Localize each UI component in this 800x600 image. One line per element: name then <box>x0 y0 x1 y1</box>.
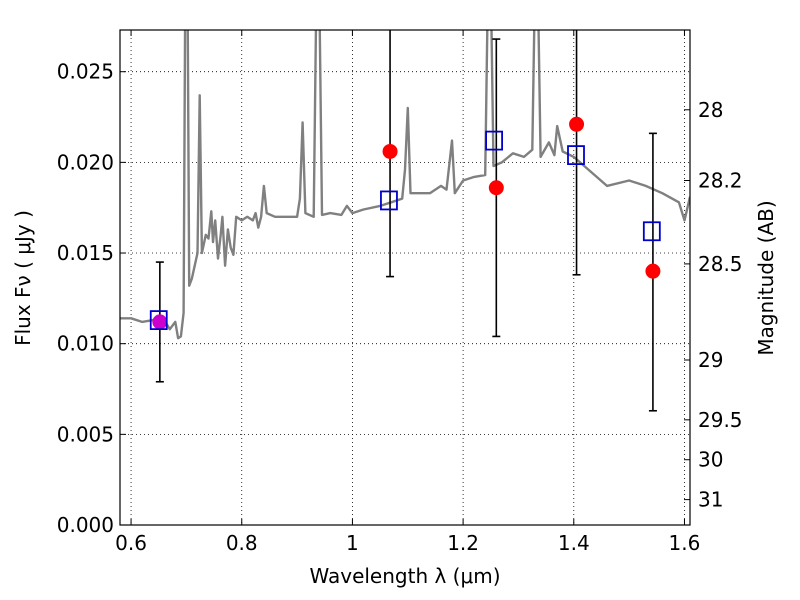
observed-point <box>488 180 504 196</box>
model-point <box>380 190 398 211</box>
observed-point <box>569 116 585 132</box>
right-axis-title: Magnitude (AB) <box>754 200 778 355</box>
plot-frame <box>119 29 691 526</box>
data-layer <box>120 30 690 412</box>
right-tick-label: 30 <box>698 448 723 472</box>
y-tick-label: 0.015 <box>57 241 114 265</box>
x-tick-label: 1.4 <box>558 531 590 555</box>
y-tick-label: 0.000 <box>57 513 114 537</box>
observed-point <box>645 263 661 279</box>
y-tick-label: 0.020 <box>57 150 114 174</box>
ticks: 0.6 0.8 1 1.2 1.4 1.6 0.000 0.005 0.010 0.015 0.02… <box>57 30 743 555</box>
x-tick-label: 0.6 <box>115 531 147 555</box>
model-point <box>485 130 503 151</box>
plot-background <box>120 30 690 525</box>
x-tick-label: 1.2 <box>447 531 479 555</box>
spectrum-line <box>120 30 690 340</box>
x-tick-label: 1 <box>346 531 359 555</box>
right-tick-label: 28.2 <box>698 168 743 192</box>
model-point <box>642 221 661 242</box>
x-tick-label: 1.6 <box>669 531 701 555</box>
model-point <box>567 145 585 166</box>
x-tick-label: 0.8 <box>226 531 258 555</box>
y-tick-label: 0.010 <box>57 332 114 356</box>
observed-point <box>152 314 168 330</box>
right-tick-label: 29 <box>698 348 723 372</box>
right-tick-label: 28 <box>698 98 723 122</box>
y-tick-label: 0.005 <box>57 422 114 446</box>
y-axis-title: Flux Fν ( μJy ) <box>11 210 35 346</box>
right-tick-label: 31 <box>698 488 723 512</box>
right-tick-label: 29.5 <box>698 408 743 432</box>
observed-point <box>382 143 398 159</box>
model-point <box>149 310 168 331</box>
y-tick-label: 0.025 <box>57 60 114 84</box>
x-axis-title: Wavelength λ (μm) <box>309 564 500 588</box>
right-tick-label: 28.5 <box>698 252 743 276</box>
